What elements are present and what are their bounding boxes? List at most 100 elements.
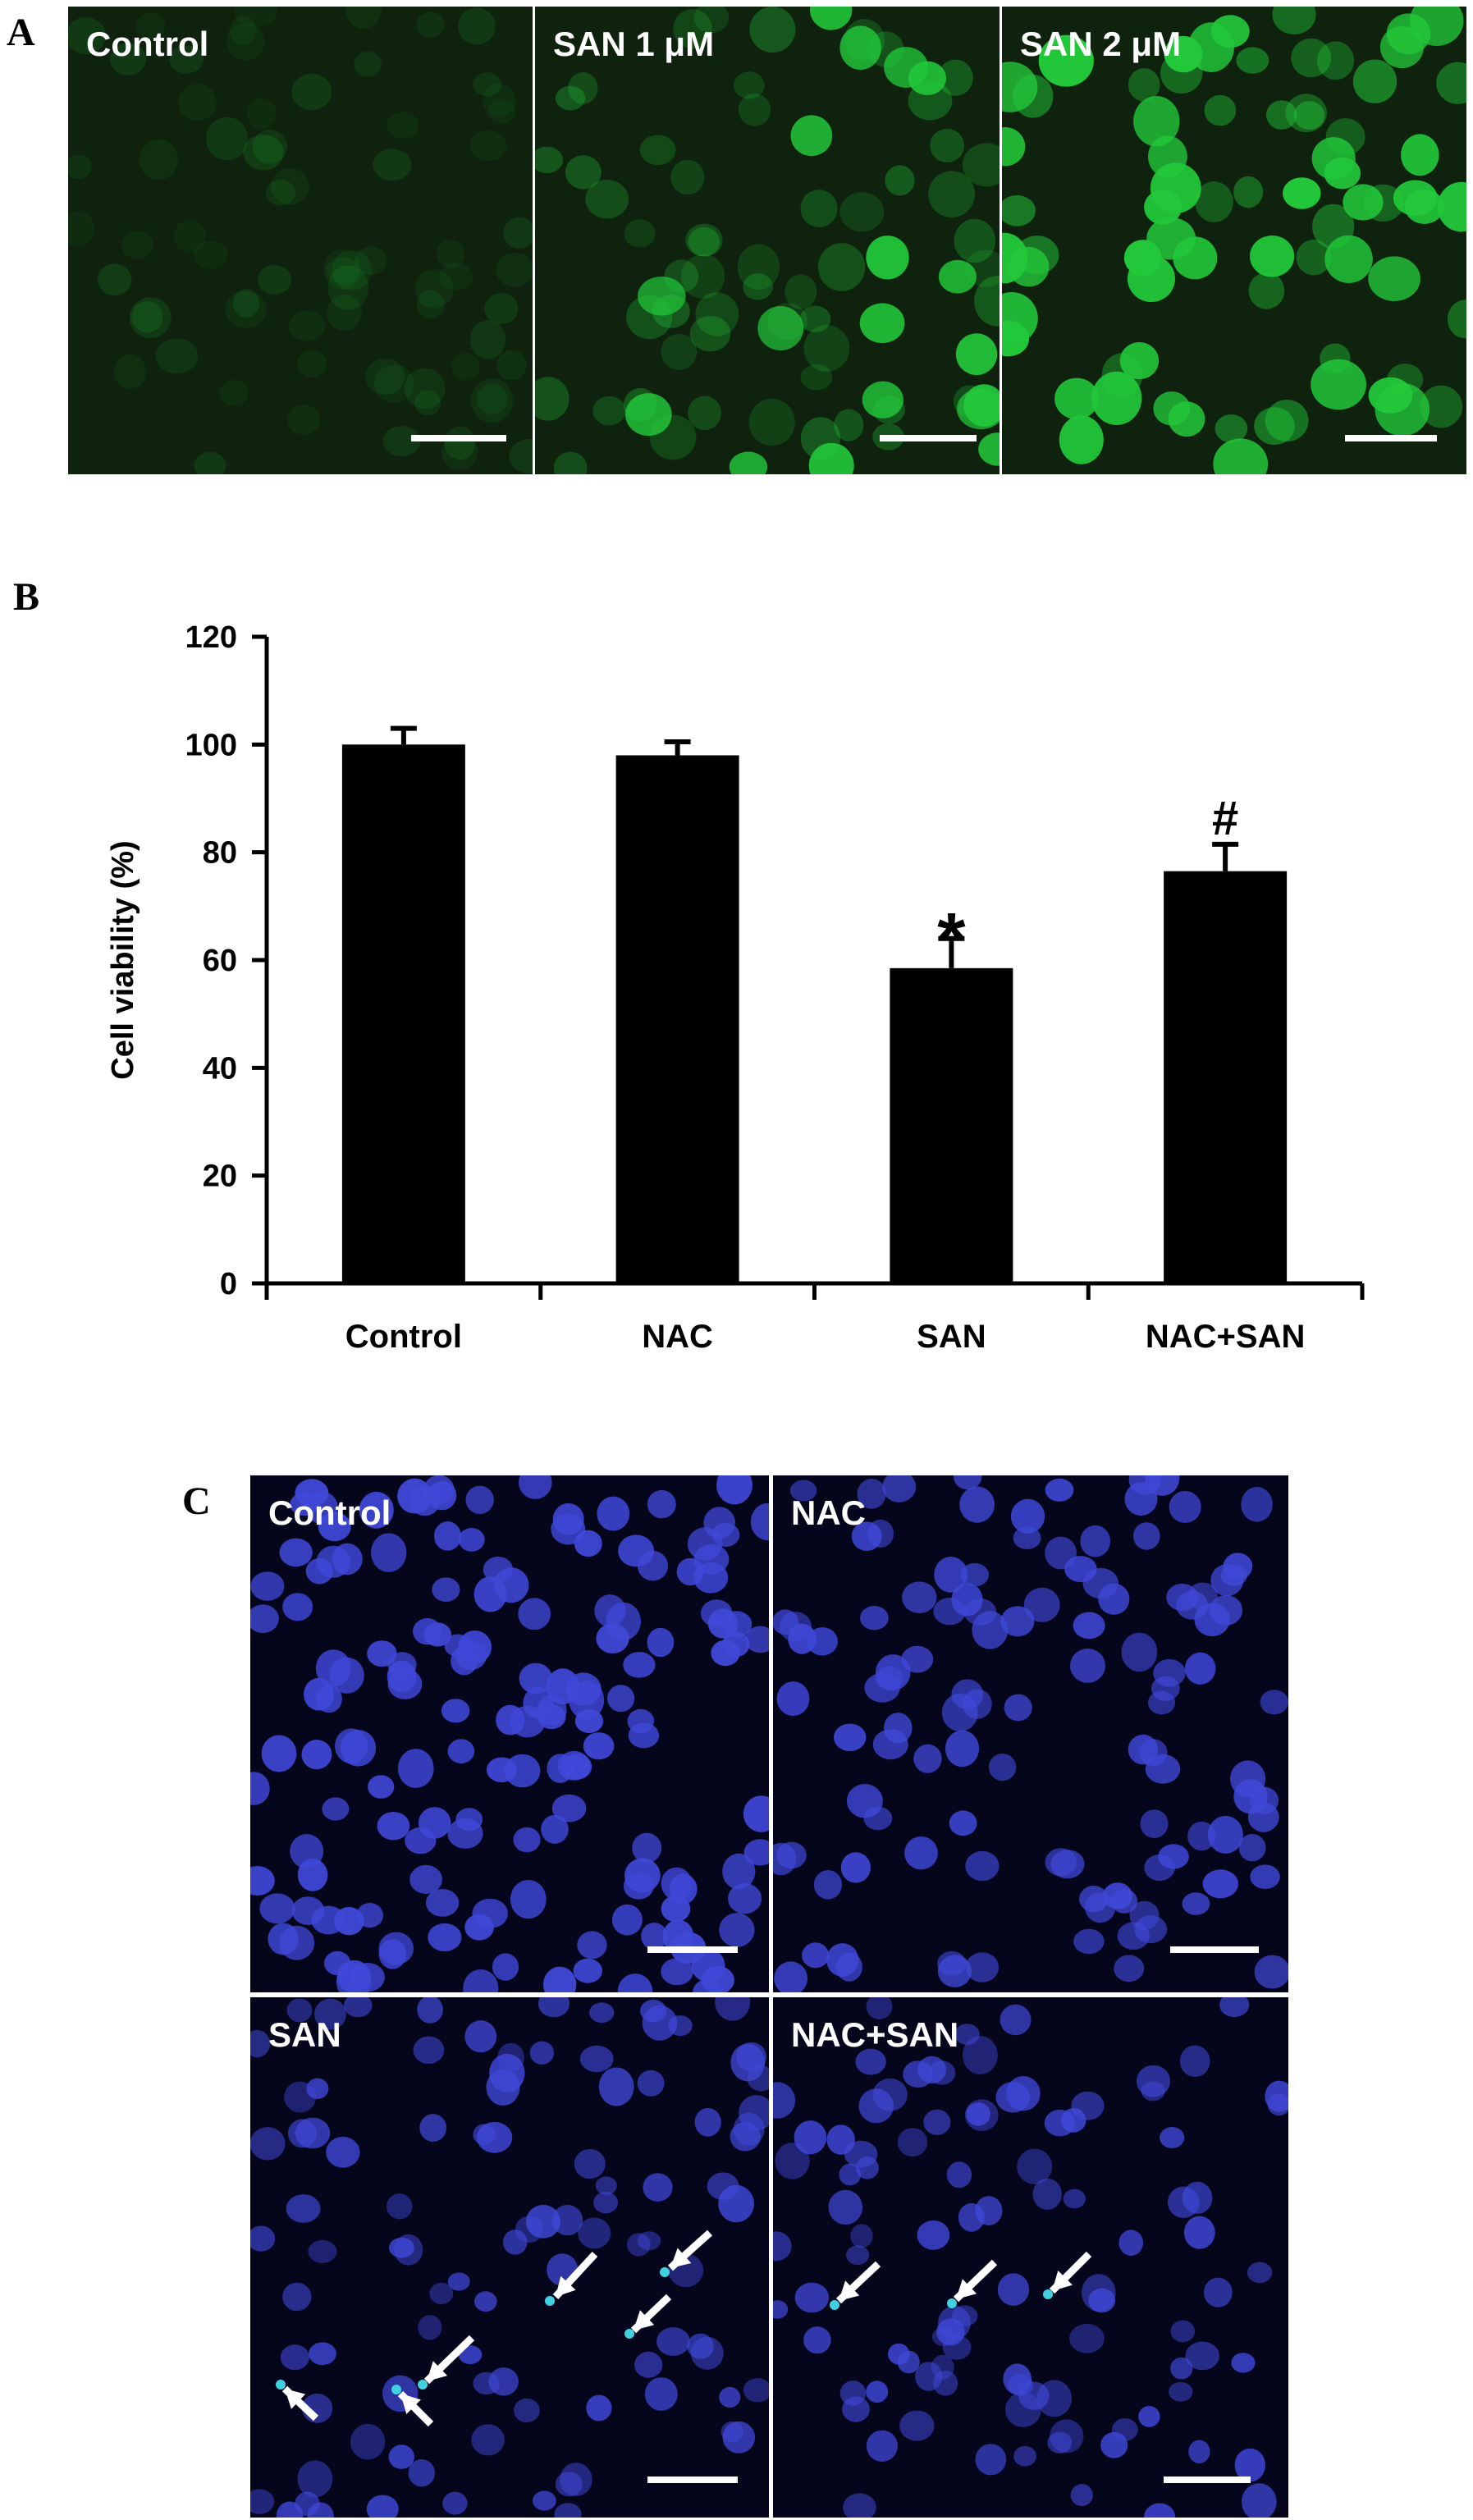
cell — [1150, 1676, 1180, 1701]
cell — [1265, 100, 1297, 130]
cell — [975, 2444, 1007, 2476]
cell — [897, 2350, 920, 2374]
cell — [1234, 2448, 1265, 2482]
cell — [413, 2036, 445, 2065]
cell — [904, 1836, 938, 1870]
cell — [474, 2291, 497, 2312]
cell — [1063, 2188, 1086, 2209]
cell — [1088, 2288, 1116, 2313]
cell — [110, 43, 147, 75]
cell — [1404, 189, 1444, 224]
fluorescent-cells-image — [1002, 7, 1466, 474]
cell — [789, 1480, 817, 1502]
cell — [332, 250, 373, 290]
cell — [276, 2501, 304, 2518]
cell — [1054, 377, 1099, 419]
cell — [1140, 1809, 1169, 1838]
cell — [378, 1939, 407, 1969]
cell — [287, 2119, 317, 2148]
cell — [639, 135, 676, 166]
cell — [250, 1604, 279, 1634]
cell — [169, 45, 204, 74]
cell — [496, 253, 533, 287]
cell-viability-bar-chart: 0 20 40 60 80 100 120 Control NAC SAN * NAC+SAN # Cel… — [106, 620, 1365, 1355]
cell — [1013, 1526, 1041, 1550]
cell — [586, 2394, 612, 2422]
cell — [1204, 94, 1237, 126]
cell — [513, 1827, 541, 1853]
cell — [965, 1952, 1000, 1983]
cell — [514, 2398, 540, 2423]
cell — [934, 1557, 968, 1593]
cell — [291, 1896, 325, 1925]
panel-letter-a: A — [7, 11, 35, 54]
cell — [855, 2048, 886, 2075]
image-label: SAN 1 μM — [553, 25, 715, 63]
cell — [250, 2489, 275, 2514]
cell — [1002, 127, 1026, 167]
cell — [736, 2042, 767, 2072]
cell — [464, 2020, 497, 2053]
cell — [502, 2230, 528, 2255]
cell — [866, 236, 909, 280]
cell — [1219, 1997, 1250, 2018]
cell — [866, 1997, 893, 2019]
cell — [687, 2333, 714, 2359]
cell — [565, 155, 602, 190]
cell — [1324, 235, 1373, 283]
cell — [419, 2114, 447, 2143]
stained-nuclei-image — [773, 1475, 1288, 1992]
cell — [471, 378, 514, 423]
cell — [518, 1598, 551, 1630]
cell — [322, 1797, 350, 1821]
cell — [790, 115, 833, 157]
cell — [785, 274, 817, 309]
cell — [538, 1997, 570, 2018]
cell — [596, 1623, 629, 1653]
cell — [487, 98, 516, 124]
cell — [1254, 1955, 1288, 1989]
cell — [535, 377, 570, 421]
cell — [583, 1732, 615, 1760]
condensed-nucleus — [624, 2329, 634, 2339]
cell — [773, 2082, 796, 2119]
cell — [839, 25, 881, 70]
cell — [951, 1679, 984, 1710]
cell — [722, 1853, 756, 1890]
cell — [250, 2127, 286, 2161]
cell — [681, 254, 725, 299]
cell — [261, 1735, 297, 1772]
cell — [473, 72, 502, 97]
cell — [642, 2005, 678, 2041]
cell — [246, 98, 277, 130]
image-label: NAC — [791, 1493, 866, 1532]
cell — [413, 1618, 442, 1645]
cell — [593, 2192, 619, 2214]
x-category-label: SAN — [917, 1319, 986, 1355]
cell — [284, 2081, 317, 2113]
cell — [945, 1730, 980, 1768]
cell — [382, 426, 421, 456]
cell — [1231, 2353, 1256, 2373]
cell — [1144, 2503, 1175, 2518]
condensed-nucleus — [947, 2298, 957, 2308]
cell — [1002, 292, 1038, 345]
cell — [722, 2421, 756, 2454]
cell — [523, 1686, 554, 1719]
y-tick-label: 40 — [203, 1051, 237, 1086]
cell — [345, 7, 382, 29]
cell — [578, 2217, 611, 2249]
cell — [857, 1479, 886, 1509]
stained-nuclei-image — [773, 1997, 1288, 2518]
cell — [492, 1953, 519, 1981]
cell — [377, 1812, 410, 1841]
cell — [366, 2495, 399, 2518]
cell — [1128, 68, 1160, 102]
cell — [219, 379, 249, 406]
cell — [1069, 2323, 1105, 2353]
cell — [1004, 2392, 1041, 2427]
cell — [773, 1842, 797, 1876]
scale-bar — [880, 435, 977, 441]
cell — [334, 1906, 364, 1936]
cell — [656, 2327, 690, 2356]
